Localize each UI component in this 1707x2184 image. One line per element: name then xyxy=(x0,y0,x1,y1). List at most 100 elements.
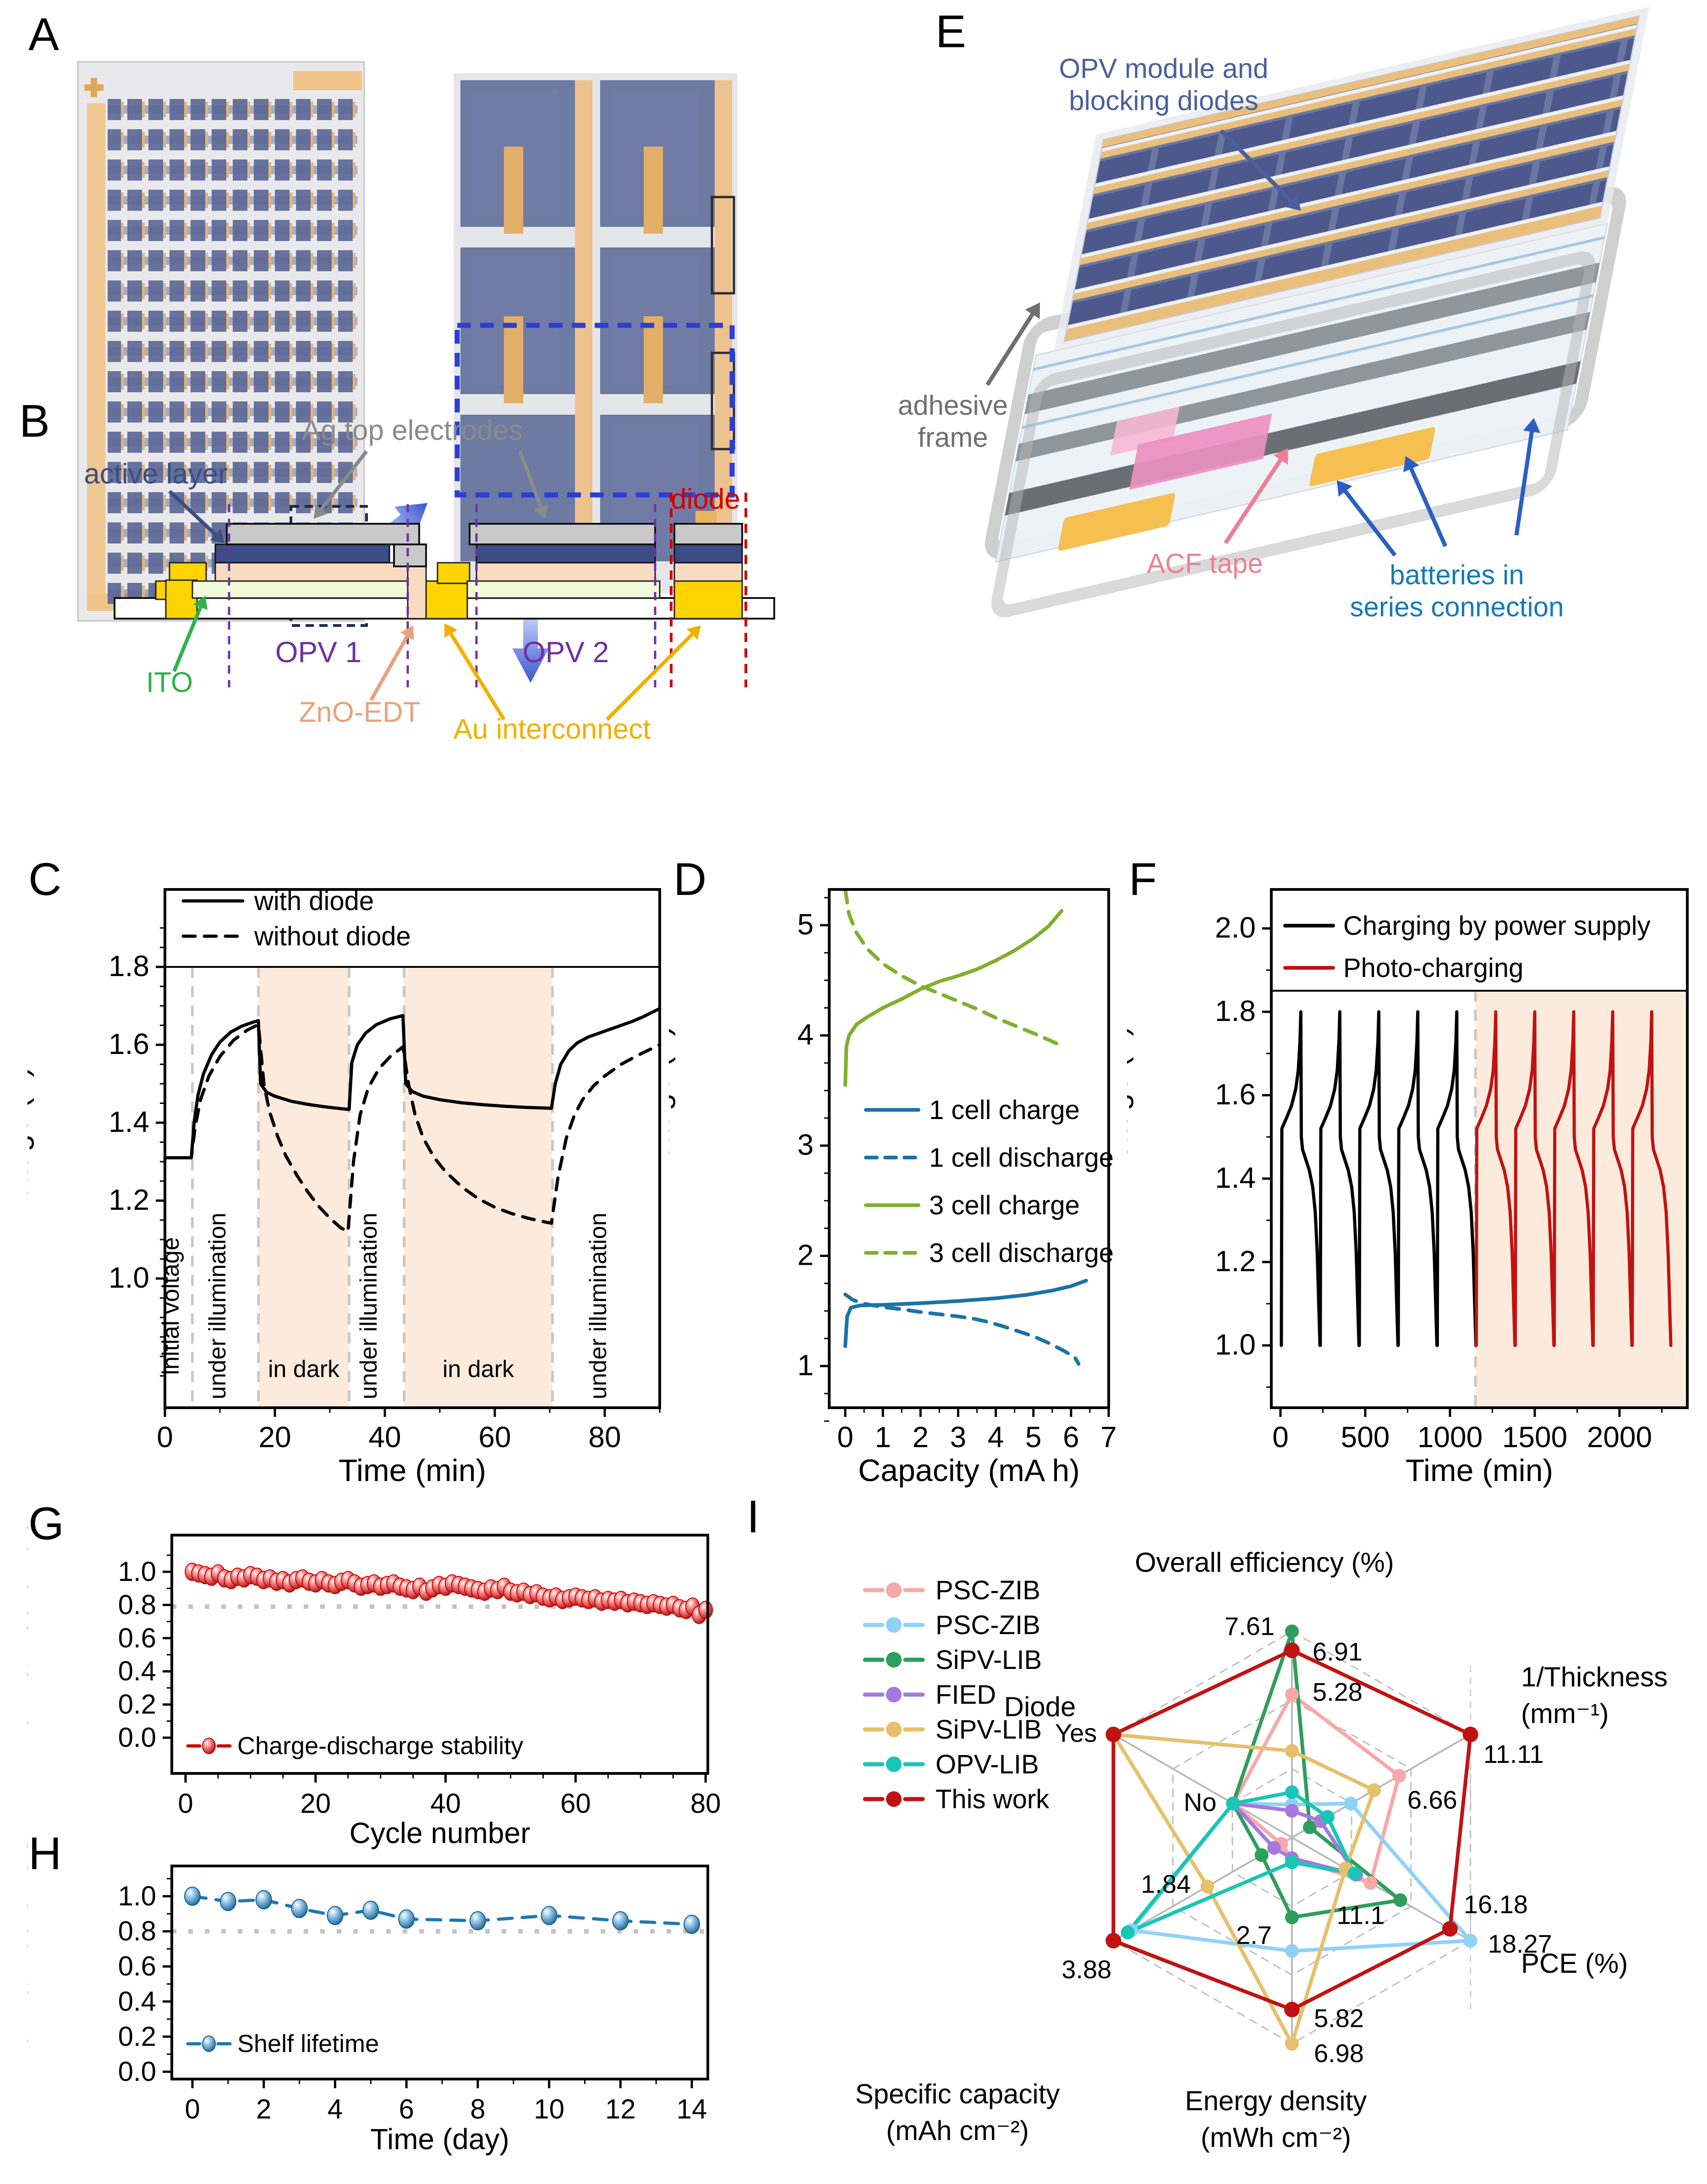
svg-text:7: 7 xyxy=(1100,1421,1117,1454)
svg-text:Time (day): Time (day) xyxy=(370,2123,509,2156)
adhesive-frame-label-line2: frame xyxy=(918,422,988,453)
svg-text:2000: 2000 xyxy=(1587,1421,1652,1454)
acf-tape-patch xyxy=(1129,413,1272,490)
opv-module-label-line2: blocking diodes xyxy=(1069,85,1258,116)
svg-text:1000: 1000 xyxy=(1417,1421,1483,1454)
svg-text:6.66: 6.66 xyxy=(1407,1785,1457,1814)
svg-text:2: 2 xyxy=(912,1421,929,1454)
svg-text:3 cell discharge: 3 cell discharge xyxy=(929,1238,1114,1268)
radar-axis-thickness-line1: 1/Thickness xyxy=(1521,1662,1668,1692)
svg-text:2.0: 2.0 xyxy=(1215,911,1256,944)
svg-text:with diode: with diode xyxy=(254,886,374,916)
svg-text:Shelf lifetime: Shelf lifetime xyxy=(237,2030,379,2058)
svg-text:Normalized efficiency: Normalized efficiency xyxy=(27,1828,34,2070)
svg-text:6: 6 xyxy=(399,2094,414,2124)
panel-label-b: B xyxy=(19,395,50,447)
svg-text:Yes: Yes xyxy=(1055,1718,1097,1747)
opv2-label: OPV 2 xyxy=(523,636,609,669)
panel-h-shelf-lifetime-chart: 0 2 4 6 8 10 12 14 0.0 0.2 0.4 0.6 0.8 1.0 Time (day) N… xyxy=(27,1828,709,2156)
svg-text:1 cell discharge: 1 cell discharge xyxy=(929,1143,1114,1173)
active-layer-label: active layer xyxy=(84,458,228,490)
panel-label-h: H xyxy=(28,1828,62,1879)
panel-c-voltage-time-chart: 0 20 40 60 80 1.0 1.2 1.4 1.6 1.8 Time (min) Voltag… xyxy=(27,886,662,1488)
svg-text:This work: This work xyxy=(936,1784,1050,1814)
radar-legend: PSC-ZIB PSC-ZIB SiPV-LIB FIED SiPV-LIB OPV-LI… xyxy=(863,1575,1050,1814)
svg-text:1: 1 xyxy=(797,1349,814,1382)
au-interconnect-label: Au interconnect xyxy=(454,713,651,745)
panel-a-module-schematic xyxy=(77,61,738,683)
svg-text:60: 60 xyxy=(478,1421,511,1454)
svg-text:PSC-ZIB: PSC-ZIB xyxy=(936,1610,1040,1640)
svg-text:in dark: in dark xyxy=(443,1356,514,1383)
svg-text:18.27: 18.27 xyxy=(1488,1929,1552,1958)
svg-text:0: 0 xyxy=(178,1788,193,1819)
svg-text:7.61: 7.61 xyxy=(1225,1612,1275,1641)
unit-cell-box xyxy=(454,323,735,498)
svg-text:4: 4 xyxy=(988,1421,1004,1454)
svg-text:40: 40 xyxy=(368,1421,401,1454)
panel-e-arrows xyxy=(985,129,1541,557)
svg-text:Normalized efficiency: Normalized efficiency xyxy=(27,1498,34,1752)
radar-axis-diode: Diode xyxy=(1004,1691,1076,1722)
svg-text:11.11: 11.11 xyxy=(1483,1740,1544,1768)
radar-axis-energy-line1: Energy density xyxy=(1185,2085,1367,2116)
au-interconnect-layer xyxy=(155,562,743,620)
svg-text:in dark: in dark xyxy=(268,1356,340,1383)
svg-text:1: 1 xyxy=(875,1421,891,1454)
opv-boundary-lines xyxy=(228,504,657,687)
svg-text:1.6: 1.6 xyxy=(109,1027,149,1060)
svg-text:20: 20 xyxy=(300,1788,331,1819)
svg-text:Time (min): Time (min) xyxy=(339,1453,486,1488)
svg-text:1.2: 1.2 xyxy=(109,1183,149,1216)
svg-text:under illumination: under illumination xyxy=(585,1213,612,1399)
svg-text:0.8: 0.8 xyxy=(118,1589,156,1620)
svg-text:80: 80 xyxy=(588,1421,621,1454)
panel-b-cross-section: Ag top electrodes active layer diode OPV… xyxy=(84,415,775,745)
svg-text:Voltage (V): Voltage (V) xyxy=(1127,1026,1134,1180)
svg-text:20: 20 xyxy=(258,1421,291,1454)
svg-text:without diode: without diode xyxy=(254,922,411,951)
svg-text:Charge-discharge stability: Charge-discharge stability xyxy=(237,1732,523,1760)
svg-text:0.6: 0.6 xyxy=(118,1623,156,1653)
gold-contact-pad xyxy=(1309,427,1435,486)
svg-text:1.0: 1.0 xyxy=(118,1556,156,1587)
svg-text:3 cell charge: 3 cell charge xyxy=(929,1191,1080,1220)
svg-text:0.4: 0.4 xyxy=(118,1986,156,2017)
svg-text:under illumination: under illumination xyxy=(356,1213,382,1399)
ag-top-electrode-layer xyxy=(226,523,743,567)
svg-text:Charging by power supply: Charging by power supply xyxy=(1343,911,1651,941)
svg-text:5.28: 5.28 xyxy=(1313,1678,1362,1707)
radar-plot: 7.61 6.91 5.28 11.11 6.66 16.18 18.27 11.1 5.82 6… xyxy=(1055,1612,1552,2068)
svg-text:PSC-ZIB: PSC-ZIB xyxy=(936,1575,1040,1605)
svg-text:60: 60 xyxy=(560,1788,591,1819)
svg-text:0: 0 xyxy=(1272,1421,1289,1454)
svg-text:1.2: 1.2 xyxy=(1215,1245,1256,1278)
svg-text:4: 4 xyxy=(328,2094,343,2124)
svg-text:5.82: 5.82 xyxy=(1314,2003,1364,2032)
svg-text:1.4: 1.4 xyxy=(1215,1161,1256,1194)
opv1-label: OPV 1 xyxy=(275,636,362,669)
svg-text:0.4: 0.4 xyxy=(118,1656,156,1686)
svg-text:initial voltage: initial voltage xyxy=(158,1237,184,1375)
svg-text:0: 0 xyxy=(837,1421,854,1454)
ito-label: ITO xyxy=(146,667,193,698)
svg-text:1.4: 1.4 xyxy=(109,1105,149,1138)
svg-text:0.0: 0.0 xyxy=(118,2056,156,2087)
svg-text:40: 40 xyxy=(430,1788,461,1819)
svg-text:5: 5 xyxy=(1025,1421,1042,1454)
svg-text:0: 0 xyxy=(185,2094,200,2124)
svg-text:2.7: 2.7 xyxy=(1236,1921,1272,1949)
svg-text:80: 80 xyxy=(690,1788,721,1819)
radar-axis-pce: PCE (%) xyxy=(1521,1948,1628,1979)
svg-text:3: 3 xyxy=(797,1128,814,1161)
panel-label-i: I xyxy=(747,1491,760,1542)
svg-text:0.2: 0.2 xyxy=(118,2021,156,2052)
svg-text:3.88: 3.88 xyxy=(1061,1955,1111,1984)
panel-f-cycling-chart: 0 500 1000 1500 2000 1.0 1.2 1.4 1.6 1.8 2.0 Time (… xyxy=(1127,888,1689,1488)
radar-axis-energy-line2: (mWh cm⁻²) xyxy=(1201,2122,1351,2153)
radar-axis-capacity-line1: Specific capacity xyxy=(855,2079,1060,2109)
svg-text:1 cell charge: 1 cell charge xyxy=(929,1095,1080,1125)
batteries-label-line1: batteries in xyxy=(1390,560,1524,590)
svg-text:16.18: 16.18 xyxy=(1464,1890,1528,1919)
radar-axis-thickness-line2: (mm⁻¹) xyxy=(1521,1698,1609,1729)
